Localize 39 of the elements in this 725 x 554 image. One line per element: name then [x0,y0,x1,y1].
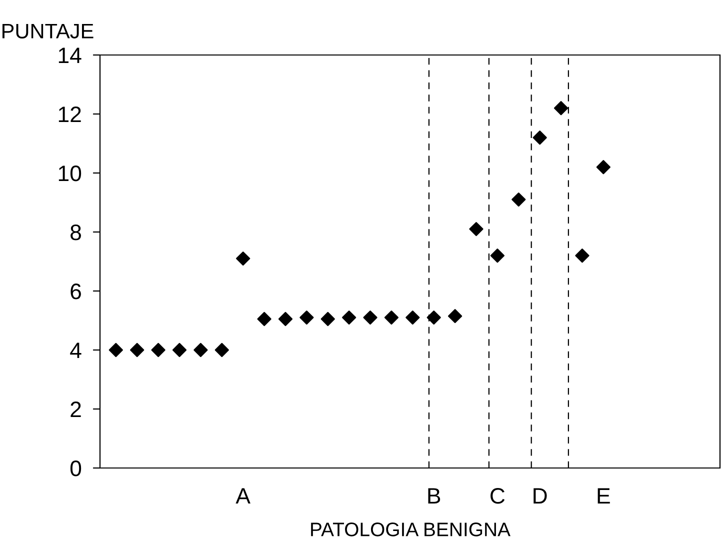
point [194,342,208,358]
point [363,310,378,325]
point [172,342,187,358]
point [257,312,272,326]
y-tick-label: 12 [58,106,81,122]
y-tick-label: 2 [70,402,81,418]
y-tick-label: 0 [70,460,82,476]
point [300,310,314,325]
y-tick-label: 4 [70,342,82,358]
y-axis-title: PUNTAJE [2,24,94,38]
y-tick-label: 8 [70,224,81,240]
y-tick-label: 10 [58,166,82,182]
x-tick-label: C [490,488,505,504]
x-tick-label: B [428,488,440,504]
point [278,312,293,326]
point [532,130,547,145]
point [596,160,610,174]
point [448,309,462,324]
x-tick-label: E [598,488,610,504]
point [342,310,356,325]
point [554,101,568,116]
point [469,222,484,236]
point [426,310,441,325]
y-tick-label: 14 [58,48,82,64]
point [384,310,399,325]
x-tick-label: D [534,488,547,504]
point [490,248,504,263]
point [320,312,335,326]
point [214,342,229,358]
point [151,342,166,358]
point [108,342,123,358]
point [575,248,590,263]
point [512,192,526,207]
x-tick-label: A [236,488,250,504]
point [130,342,144,358]
x-axis-title: PATOLOGIA BENIGNA [311,522,510,536]
y-tick-label: 6 [70,284,81,300]
point [236,251,250,266]
point [406,310,420,325]
